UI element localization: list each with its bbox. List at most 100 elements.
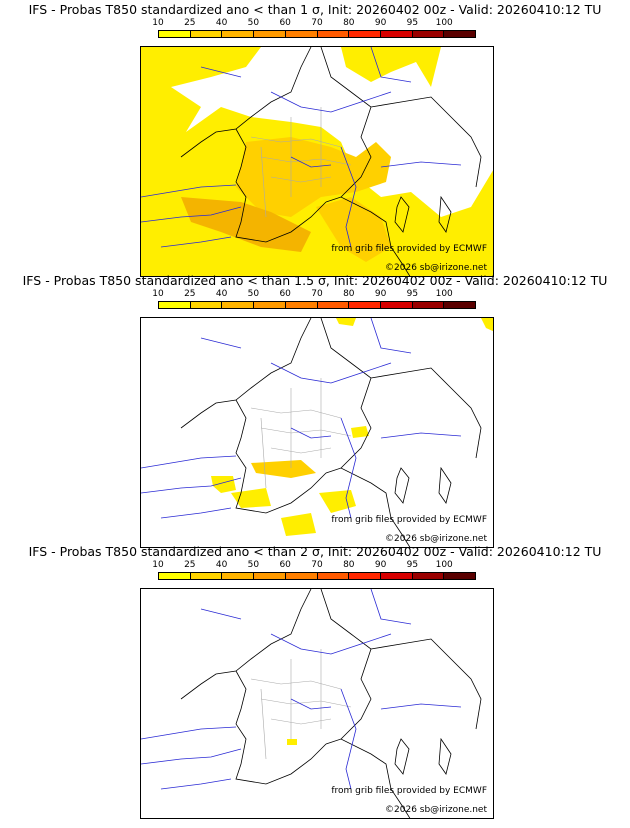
colorbar-tick-label: 50 [247, 560, 260, 570]
colorbar-tick-label: 95 [406, 18, 419, 28]
colorbar-swatch [159, 573, 191, 579]
rivers [141, 47, 462, 248]
colorbar-swatch [285, 302, 318, 308]
colorbar-swatch [285, 31, 318, 37]
map-panel-2: IFS - Probas T850 standardized ano < tha… [0, 271, 630, 548]
source-credit: from grib files provided by ECMWF [331, 786, 487, 796]
high-probability-area [181, 197, 311, 252]
panel-title: IFS - Probas T850 standardized ano < tha… [22, 273, 608, 288]
map-canvas [141, 589, 493, 818]
colorbar-tick-label: 25 [184, 18, 196, 28]
colorbar-tick-label: 70 [311, 18, 323, 28]
colorbar-tick-label: 70 [311, 289, 323, 299]
colorbar-swatch [254, 573, 286, 579]
probability-patch [211, 476, 236, 493]
map-canvas [141, 318, 493, 547]
colorbar-swatch [190, 302, 223, 308]
colorbar-tick-label: 10 [152, 289, 164, 299]
colorbar-swatch [412, 31, 445, 37]
colorbar-swatch [317, 302, 350, 308]
colorbar-swatch [317, 573, 350, 579]
colorbar-tick-label: 80 [343, 18, 355, 28]
colorbar-swatch [380, 573, 413, 579]
probability-patch [481, 318, 493, 332]
probability-patch [336, 318, 356, 326]
map-background [141, 589, 493, 818]
probability-map: from grib files provided by ECMWF ©2026 … [140, 588, 494, 819]
colorbar-tick-label: 25 [184, 289, 196, 299]
colorbar-tick-label: 50 [247, 18, 260, 28]
map-canvas [141, 47, 493, 276]
colorbar-swatch [412, 573, 445, 579]
country-borders [320, 47, 482, 233]
colorbar-tick-label: 100 [435, 289, 453, 299]
colorbar-tick-label: 90 [374, 18, 387, 28]
probability-map: from grib files provided by ECMWF ©2026 … [140, 46, 494, 277]
colorbar-swatch [412, 302, 445, 308]
colorbar-swatch [222, 31, 255, 37]
colorbar-swatch [349, 31, 381, 37]
colorbar-tick-label: 40 [215, 289, 228, 299]
map-panel-3: IFS - Probas T850 standardized ano < tha… [0, 542, 630, 819]
colorbar-tick-label: 100 [435, 560, 453, 570]
copyright: ©2026 sb@irizone.net [385, 263, 487, 273]
map-panel-1: IFS - Probas T850 standardized ano < tha… [0, 0, 630, 277]
colorbar-tick-label: 80 [343, 289, 355, 299]
colorbar-swatch [159, 302, 191, 308]
mid-probability-area [236, 137, 391, 217]
colorbar-swatch [285, 573, 318, 579]
colorbar-tick-label: 60 [279, 560, 291, 570]
panel-title: IFS - Probas T850 standardized ano < tha… [28, 2, 602, 17]
country-borders [320, 318, 482, 504]
map-background [141, 318, 493, 547]
colorbar-tick-label: 10 [152, 560, 164, 570]
probability-patch [281, 513, 316, 536]
colorbar [158, 30, 476, 38]
colorbar-tick-label: 60 [279, 289, 291, 299]
copyright: ©2026 sb@irizone.net [385, 805, 487, 815]
colorbar-tick-label: 70 [311, 560, 323, 570]
low-probability-area [171, 47, 493, 217]
colorbar-swatch [190, 31, 223, 37]
colorbar-swatch [222, 573, 255, 579]
colorbar-swatch [444, 573, 476, 579]
colorbar-tick-label: 90 [374, 560, 387, 570]
probability-patch [251, 460, 316, 478]
panel-title: IFS - Probas T850 standardized ano < tha… [28, 544, 602, 559]
colorbar-tick-label: 80 [343, 560, 355, 570]
corsica-outline [394, 738, 410, 775]
colorbar [158, 572, 476, 580]
colorbar-tick-label: 10 [152, 18, 164, 28]
probability-patch [287, 739, 297, 745]
colorbar-swatch [159, 31, 191, 37]
colorbar-swatch [222, 302, 255, 308]
colorbar-tick-label: 95 [406, 560, 419, 570]
colorbar-tick-label: 95 [406, 289, 419, 299]
colorbar-labels: 10 25 40 50 60 70 80 90 95 100 [140, 18, 500, 29]
corsica-outline [394, 467, 410, 504]
colorbar-swatch [349, 302, 381, 308]
probability-patch [351, 426, 369, 438]
rivers [141, 318, 462, 519]
colorbar-swatch [444, 302, 476, 308]
colorbar-tick-label: 100 [435, 18, 453, 28]
colorbar-swatch [254, 302, 286, 308]
colorbar-tick-label: 60 [279, 18, 291, 28]
colorbar-swatch [444, 31, 476, 37]
copyright: ©2026 sb@irizone.net [385, 534, 487, 544]
colorbar [158, 301, 476, 309]
colorbar-labels: 10 25 40 50 60 70 80 90 95 100 [140, 289, 500, 300]
source-credit: from grib files provided by ECMWF [331, 244, 487, 254]
probability-map: from grib files provided by ECMWF ©2026 … [140, 317, 494, 548]
rivers [141, 589, 462, 790]
colorbar-labels: 10 25 40 50 60 70 80 90 95 100 [140, 560, 500, 571]
colorbar-tick-label: 40 [215, 560, 228, 570]
colorbar-swatch [254, 31, 286, 37]
source-credit: from grib files provided by ECMWF [331, 515, 487, 525]
colorbar-tick-label: 90 [374, 289, 387, 299]
corsica-outline [394, 196, 410, 233]
colorbar-tick-label: 25 [184, 560, 196, 570]
colorbar-swatch [190, 573, 223, 579]
colorbar-tick-label: 40 [215, 18, 228, 28]
colorbar-swatch [349, 573, 381, 579]
